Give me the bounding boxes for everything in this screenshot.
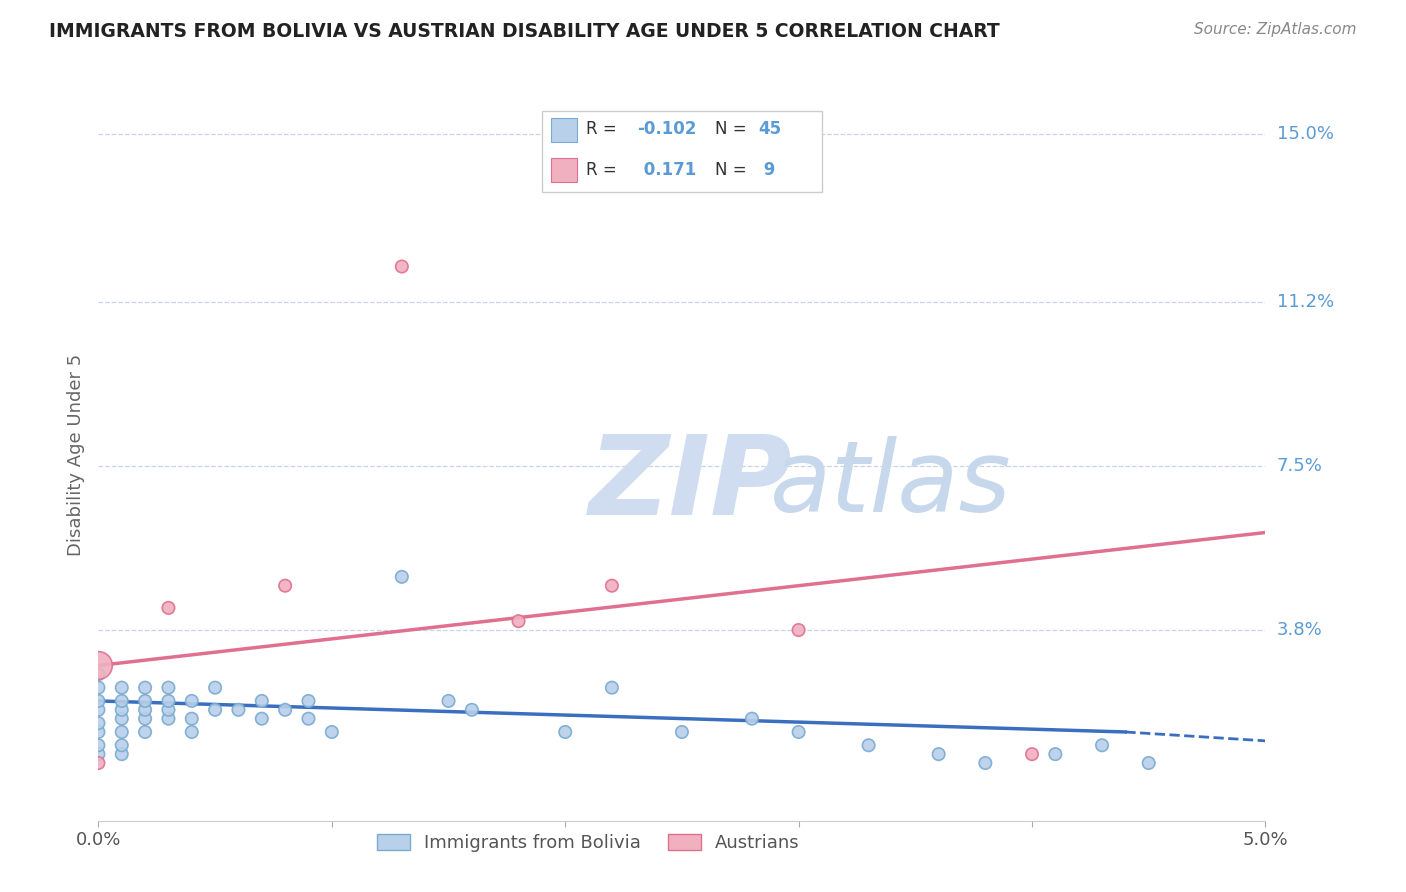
Point xyxy=(180,712,202,726)
Point xyxy=(87,756,110,770)
Point xyxy=(554,725,576,739)
Point xyxy=(250,694,273,708)
Point xyxy=(204,703,226,717)
Point xyxy=(87,716,110,731)
Text: 7.5%: 7.5% xyxy=(1277,457,1323,475)
Point xyxy=(671,725,693,739)
Text: 11.2%: 11.2% xyxy=(1277,293,1334,311)
Point xyxy=(134,681,156,695)
Point xyxy=(180,694,202,708)
Point xyxy=(1091,739,1114,753)
Point xyxy=(134,712,156,726)
Point xyxy=(858,739,880,753)
Text: N =: N = xyxy=(714,161,747,178)
Point xyxy=(274,579,297,593)
Point xyxy=(111,739,134,753)
Text: R =: R = xyxy=(586,161,617,178)
Point xyxy=(600,681,623,695)
Point xyxy=(87,725,110,739)
Point xyxy=(228,703,250,717)
Text: 3.8%: 3.8% xyxy=(1277,621,1322,639)
Bar xyxy=(551,158,576,182)
Text: R =: R = xyxy=(586,120,617,138)
Point xyxy=(111,747,134,761)
Point xyxy=(928,747,950,761)
Point xyxy=(391,570,413,584)
Point xyxy=(391,260,413,274)
Text: 45: 45 xyxy=(758,120,780,138)
Text: -0.102: -0.102 xyxy=(637,120,697,138)
Point xyxy=(461,703,484,717)
Text: 15.0%: 15.0% xyxy=(1277,125,1333,143)
Legend: Immigrants from Bolivia, Austrians: Immigrants from Bolivia, Austrians xyxy=(370,827,807,859)
FancyBboxPatch shape xyxy=(541,112,823,192)
Point xyxy=(274,703,297,717)
Point xyxy=(157,600,180,615)
Point xyxy=(180,725,202,739)
Point xyxy=(787,725,810,739)
Bar xyxy=(551,118,576,142)
Point xyxy=(600,579,623,593)
Point xyxy=(87,694,110,708)
Point xyxy=(157,712,180,726)
Point xyxy=(134,725,156,739)
Point xyxy=(1021,747,1043,761)
Point xyxy=(111,694,134,708)
Text: N =: N = xyxy=(714,120,747,138)
Y-axis label: Disability Age Under 5: Disability Age Under 5 xyxy=(66,354,84,556)
Point xyxy=(204,681,226,695)
Point xyxy=(87,658,110,673)
Point xyxy=(787,623,810,637)
Point xyxy=(87,681,110,695)
Point xyxy=(250,712,273,726)
Text: atlas: atlas xyxy=(769,435,1011,533)
Point xyxy=(297,712,319,726)
Text: 0.171: 0.171 xyxy=(637,161,696,178)
Point xyxy=(87,667,110,681)
Point xyxy=(134,694,156,708)
Point xyxy=(111,703,134,717)
Point xyxy=(157,694,180,708)
Point xyxy=(741,712,763,726)
Point xyxy=(157,681,180,695)
Point xyxy=(111,712,134,726)
Point xyxy=(111,725,134,739)
Text: Source: ZipAtlas.com: Source: ZipAtlas.com xyxy=(1194,22,1357,37)
Text: IMMIGRANTS FROM BOLIVIA VS AUSTRIAN DISABILITY AGE UNDER 5 CORRELATION CHART: IMMIGRANTS FROM BOLIVIA VS AUSTRIAN DISA… xyxy=(49,22,1000,41)
Point xyxy=(321,725,343,739)
Text: ZIP: ZIP xyxy=(589,431,792,538)
Point xyxy=(87,703,110,717)
Point xyxy=(87,739,110,753)
Point xyxy=(87,747,110,761)
Point xyxy=(1137,756,1160,770)
Text: 9: 9 xyxy=(758,161,775,178)
Point xyxy=(974,756,997,770)
Point xyxy=(437,694,460,708)
Point xyxy=(1045,747,1067,761)
Point xyxy=(508,614,530,628)
Point xyxy=(134,703,156,717)
Point xyxy=(157,703,180,717)
Point xyxy=(111,681,134,695)
Point xyxy=(297,694,319,708)
